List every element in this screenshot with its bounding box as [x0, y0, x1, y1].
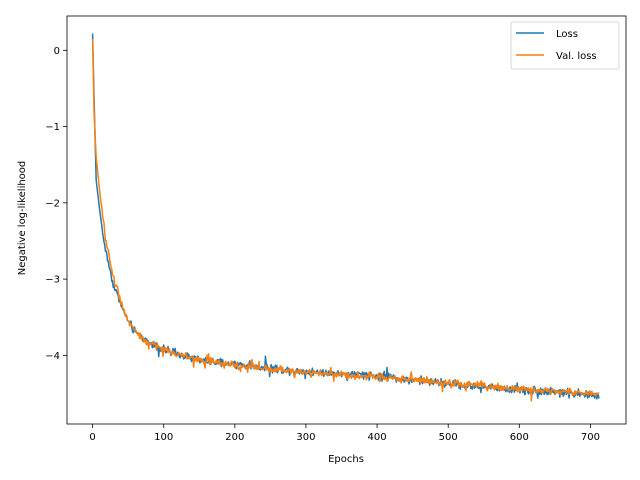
series-line-loss — [91, 33, 600, 400]
x-tick-label: 100 — [154, 432, 173, 443]
y-tick-label: −3 — [45, 275, 60, 286]
x-axis: 0 100 200 300 400 500 600 700 — [89, 424, 600, 443]
series-line-val-loss — [91, 38, 600, 402]
plot-frame — [66, 15, 627, 425]
x-tick-label: 500 — [439, 432, 458, 443]
x-axis-label: Epochs — [328, 454, 364, 465]
y-axis: 0 −1 −2 −3 −4 — [45, 46, 67, 362]
x-tick-label: 300 — [296, 432, 315, 443]
y-axis-label: Negative log-likelihood — [17, 161, 28, 276]
y-tick-label: −2 — [45, 198, 60, 209]
y-tick-label: −4 — [45, 351, 60, 362]
x-tick-label: 400 — [368, 432, 387, 443]
legend: Loss Val. loss — [510, 21, 620, 70]
x-tick-label: 600 — [510, 432, 529, 443]
legend-label-loss: Loss — [556, 29, 578, 40]
y-tick-label: −1 — [45, 122, 60, 133]
x-tick-label: 0 — [89, 432, 95, 443]
series-lines — [91, 33, 600, 402]
x-tick-label: 700 — [581, 432, 600, 443]
legend-label-val-loss: Val. loss — [556, 51, 597, 62]
x-tick-label: 200 — [225, 432, 244, 443]
y-tick-label: 0 — [54, 46, 60, 57]
